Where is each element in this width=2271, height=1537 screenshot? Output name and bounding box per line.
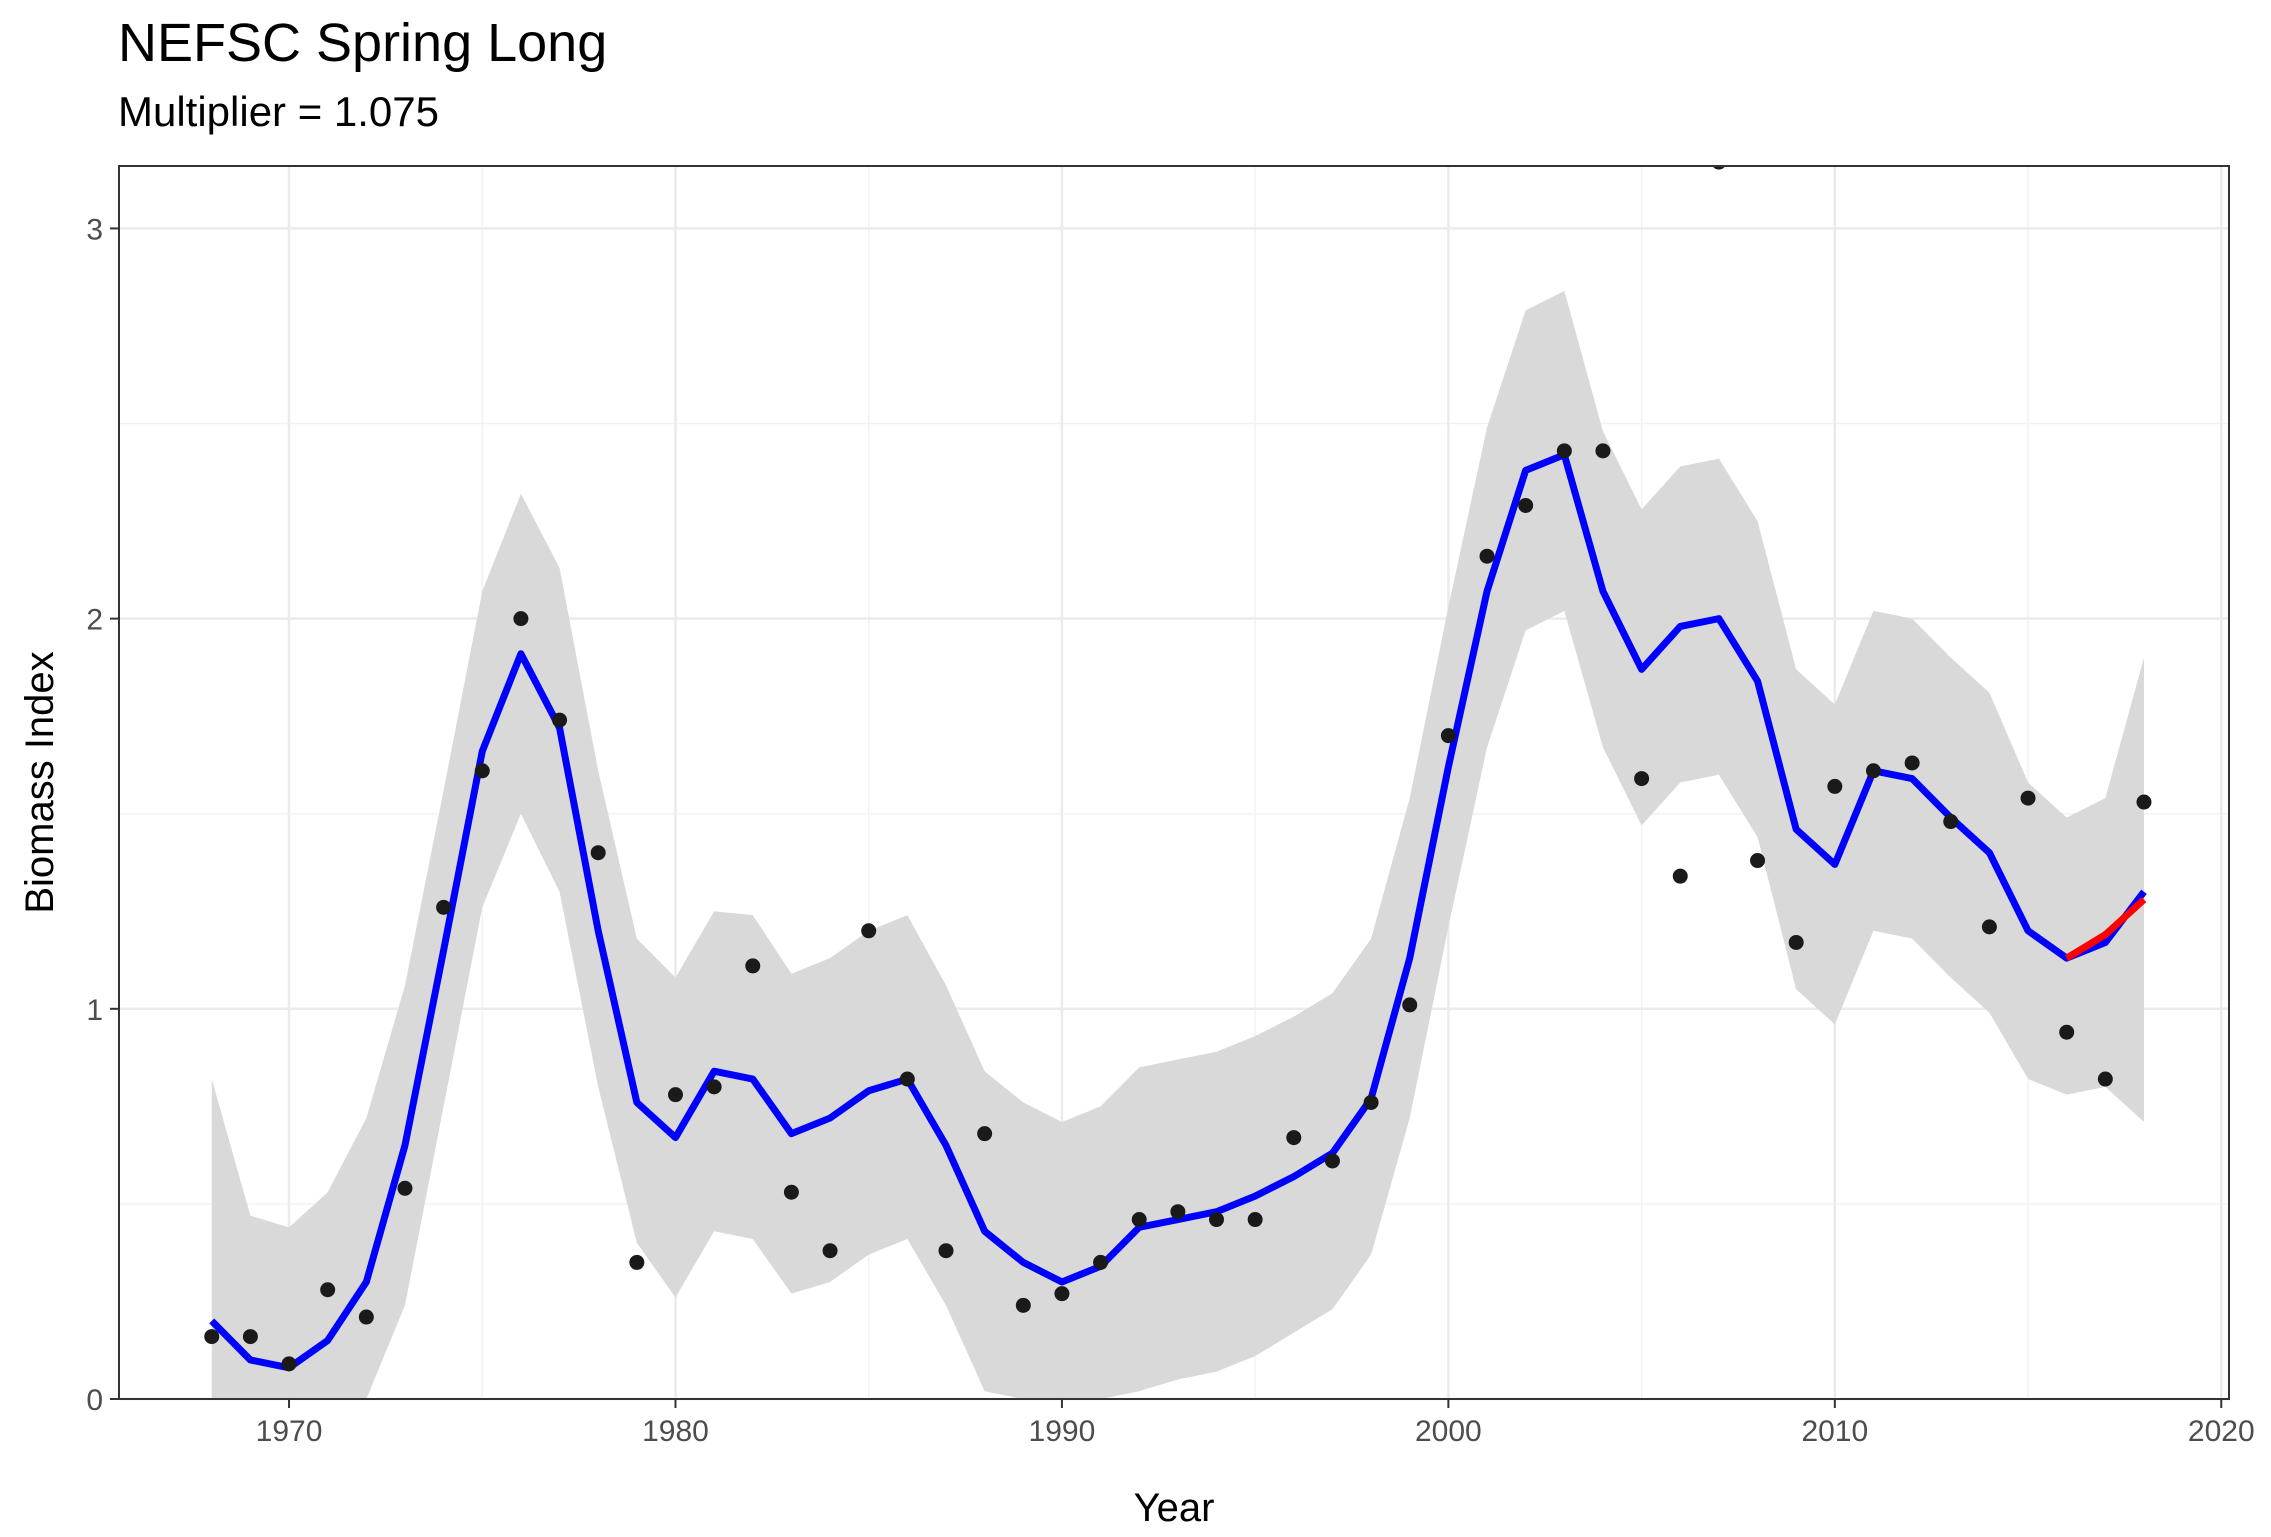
observed-point [822,1243,838,1259]
observed-point [861,923,877,939]
observed-point [2136,794,2152,810]
observed-point [242,1329,258,1345]
observed-point [320,1282,336,1298]
x-tick-label: 2020 [2188,1415,2255,1448]
y-tick-label: 3 [86,213,103,246]
x-tick-label: 2010 [1801,1415,1868,1448]
observed-point [1247,1212,1263,1228]
observed-point [1170,1204,1186,1220]
observed-point [1209,1212,1225,1228]
observed-point [706,1079,722,1095]
observed-point [899,1071,915,1087]
observed-point [358,1309,374,1325]
observed-point [1788,934,1804,950]
y-tick-label: 2 [86,604,103,637]
observed-point [1440,728,1456,744]
y-tick-label: 1 [86,994,103,1027]
observed-point [1518,497,1534,513]
x-tick-label: 2000 [1415,1415,1482,1448]
observed-point [1054,1286,1070,1302]
y-axis-label: Biomass Index [18,651,62,913]
observed-point [745,958,761,974]
confidence-band [211,290,2144,1400]
observed-point [590,845,606,861]
observed-point [397,1180,413,1196]
observed-point [436,899,452,915]
x-tick-label: 1980 [642,1415,709,1448]
observed-point [204,1329,220,1345]
observed-points [204,166,2152,1372]
observed-point [783,1184,799,1200]
observed-point [1479,548,1495,564]
observed-point [513,611,529,627]
observed-point [1556,443,1572,459]
observed-point [1402,997,1418,1013]
observed-point [1595,443,1611,459]
observed-point [2020,790,2036,806]
observed-point [1363,1094,1379,1110]
x-axis-ticks: 1970 1980 1990 2000 2010 2020 [256,1399,2255,1448]
observed-point [2097,1071,2113,1087]
chart-title: NEFSC Spring Long [118,13,608,73]
y-tick-label: 0 [86,1384,103,1417]
retro-series-line [2064,896,2147,962]
observed-point [1750,853,1766,869]
fitted-line [209,451,2147,1372]
observed-point [1634,771,1650,787]
observed-point [2059,1024,2075,1040]
confidence-band-area [211,290,2144,1400]
observed-point [1712,166,1726,170]
observed-point [1943,814,1959,830]
observed-point [1131,1212,1147,1228]
observed-point [1015,1297,1031,1313]
observed-point [1093,1254,1109,1270]
observed-point [1981,919,1997,935]
observed-point [1904,755,1920,771]
observed-point [629,1254,645,1270]
x-axis-label: Year [1134,1486,1215,1530]
chart-subtitle: Multiplier = 1.075 [118,88,440,135]
observed-point [1827,778,1843,794]
observed-point [1286,1130,1302,1146]
x-tick-label: 1990 [1029,1415,1096,1448]
observed-point [1865,763,1881,779]
observed-point [281,1356,297,1372]
observed-point [1672,868,1688,884]
observed-point [977,1126,993,1142]
fit-series-line [209,451,2147,1372]
observed-point [1324,1153,1340,1169]
observed-point [938,1243,954,1259]
observed-point [552,712,568,728]
plot-frame [118,165,2230,1400]
observed-point [667,1087,683,1103]
observed-point [474,763,490,779]
y-axis-ticks: 0 1 2 3 [86,213,119,1417]
x-tick-label: 1970 [256,1415,323,1448]
retro-line [2064,896,2147,962]
